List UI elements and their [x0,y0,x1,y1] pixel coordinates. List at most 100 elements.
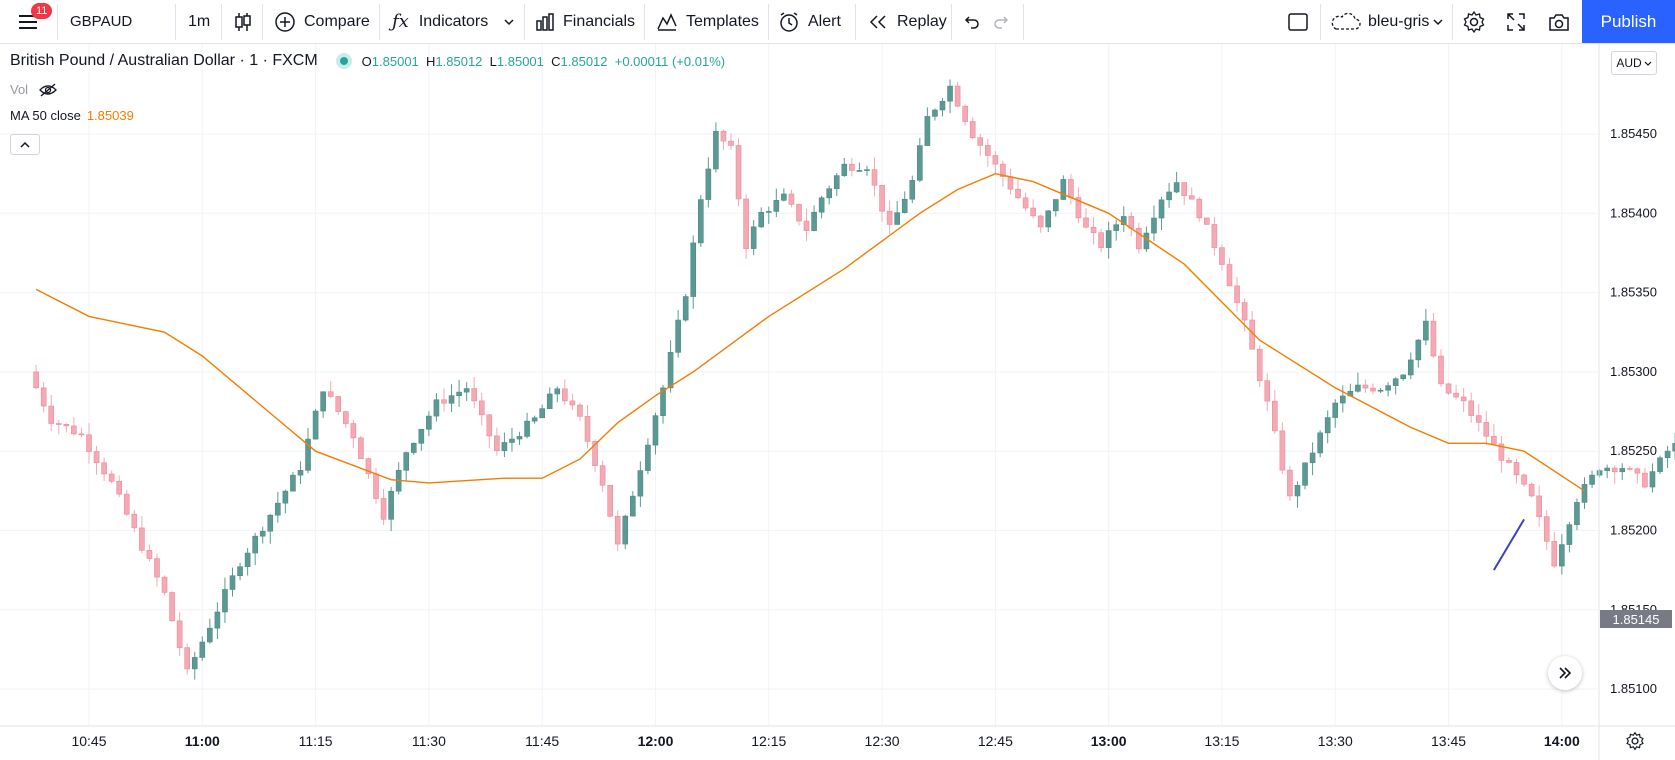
candlestick-icon [235,12,251,31]
candle-up [229,575,236,590]
candle-down [1241,302,1248,321]
candle-down [1498,443,1505,461]
candle-down [350,423,357,439]
axis-settings-button[interactable] [1625,731,1645,756]
chart-type-button[interactable] [233,0,253,43]
time-tick-label: 13:15 [1204,733,1239,749]
last-price-label: 1.85145 [1600,610,1672,628]
indicators-button[interactable]: ƒx Indicators [392,0,488,43]
snapshot-button[interactable] [1547,0,1571,43]
redo-button[interactable] [992,0,1012,43]
candle-up [191,657,198,670]
candle-up [1151,217,1157,234]
main-menu-button[interactable] [6,0,50,43]
candle-up [199,641,206,658]
publish-button[interactable]: Publish [1582,0,1675,43]
change-value: +0.00011 (+0.01%) [614,53,726,69]
indicators-dropdown-button[interactable] [502,0,516,43]
candle-up [252,535,258,554]
ma-legend[interactable]: MA 50 close 1.85039 [10,108,134,123]
fullscreen-button[interactable] [1505,0,1527,43]
candle-up [312,410,319,440]
candle-up [781,193,787,201]
candle-down [1445,383,1452,394]
candle-down [1022,197,1029,209]
chart-area[interactable]: 1.85450 1.85400 1.85350 1.85300 1.85250 1.852… [0,44,1675,760]
candle-down [607,484,613,517]
candle-down [1528,483,1535,497]
settings-button[interactable] [1462,0,1486,43]
candle-up [675,319,681,353]
alert-button[interactable]: Alert [778,0,841,43]
candle-down [327,391,334,397]
candle-up [826,188,832,199]
symbol-search-button[interactable]: GBPAUD [70,0,132,43]
candle-down [1136,228,1142,250]
scroll-to-realtime-button[interactable] [1548,656,1582,690]
compare-button[interactable]: Compare [274,0,370,43]
ohlc-values: O1.85001 H1.85012 L1.85001 C1.85012 +0.0… [362,54,725,69]
candle-up [1664,450,1671,459]
candle-up [864,169,870,171]
replay-button[interactable]: Replay [867,0,947,43]
candle-down [1430,320,1437,357]
candle-up [1559,544,1565,567]
price-tick-label: 1.85100 [1610,681,1657,696]
candle-up [244,552,251,568]
collapse-legend-button[interactable] [10,134,40,155]
candle-up [275,502,281,516]
layout-name-label: bleu-gris [1368,12,1430,30]
candle-up [1113,224,1120,231]
candle-up [697,199,704,244]
candle-up [554,388,561,395]
undo-button[interactable] [961,0,981,43]
candle-up [1377,389,1384,392]
time-tick-label: 11:30 [412,733,446,749]
currency-button[interactable]: AUD [1611,51,1657,75]
candle-up [667,352,674,389]
candle-up [282,490,289,504]
candle-down [1438,355,1444,385]
candle-down [154,558,160,578]
candle-up [811,211,817,231]
volume-legend[interactable]: Vol [10,82,58,97]
price-chart[interactable]: 1.85450 1.85400 1.85350 1.85300 1.85250 1.852… [0,44,1675,760]
candle-down [569,400,576,406]
candle-down [1098,232,1104,248]
candle-down [1468,400,1474,416]
currency-label: AUD [1616,56,1642,70]
price-tick-label: 1.85300 [1610,364,1657,379]
candle-down [1506,460,1512,463]
candle-down [78,433,85,436]
candle-up [1120,216,1127,225]
layout-dropdown-button[interactable] [1431,0,1445,43]
candle-down [365,458,372,475]
candle-up [705,168,712,200]
candle-up [1105,230,1112,248]
financials-button[interactable]: Financials [535,0,635,43]
candle-up [463,388,470,393]
candle-up [456,391,462,397]
symbol-title[interactable]: British Pound / Australian Dollar · 1 · … [10,52,318,69]
candle-up [818,197,825,213]
fullscreen-layout-button[interactable] [1287,0,1309,43]
interval-button[interactable]: 1m [188,0,210,43]
candle-down [1513,462,1520,476]
candle-up [1657,457,1663,472]
candle-down [146,550,153,559]
candle-down [1551,541,1558,567]
candle-up [448,395,455,404]
candle-up [765,211,772,213]
candle-up [1158,199,1165,219]
templates-button[interactable]: Templates [656,0,759,43]
candle-down [1264,380,1271,402]
candle-down [71,425,77,435]
candle-down [176,620,183,648]
candle-down [977,137,984,146]
eye-hidden-icon[interactable] [38,83,58,97]
chevron-down-icon [1644,61,1652,66]
candle-up [1649,471,1656,488]
candle-down [1521,474,1527,485]
layout-save-button[interactable]: bleu-gris [1328,0,1429,43]
symbol-legend: British Pound / Australian Dollar · 1 · … [10,52,725,70]
